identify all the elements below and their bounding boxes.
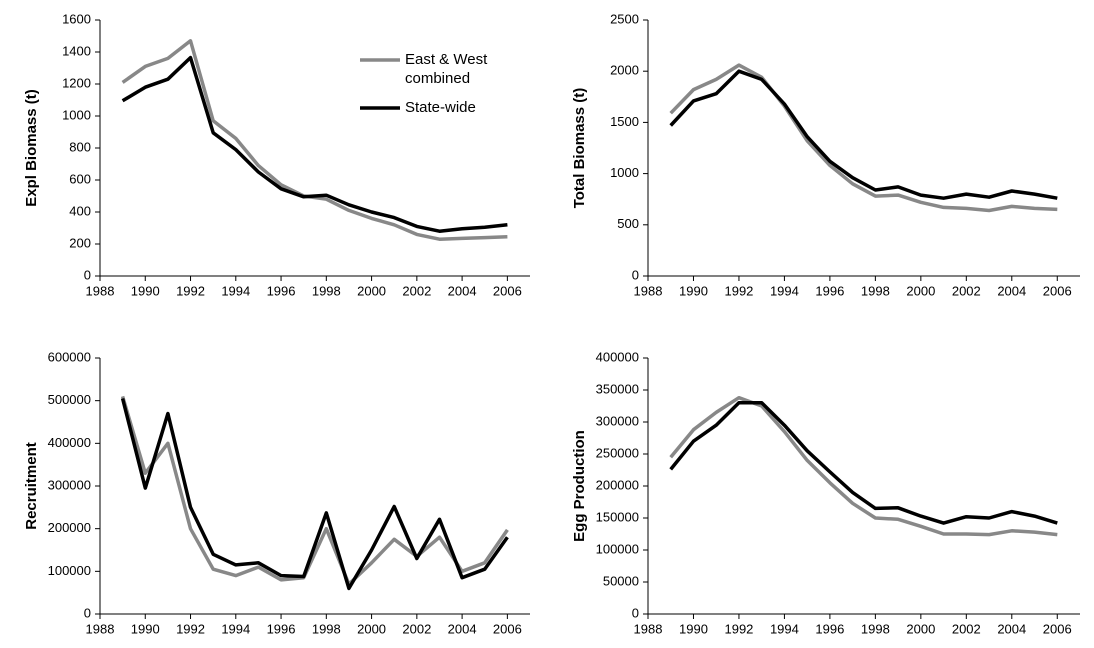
- y-tick-label: 1600: [62, 11, 91, 26]
- y-axis-label: Expl Biomass (t): [23, 89, 40, 207]
- y-tick-label: 0: [84, 267, 91, 282]
- y-tick-label: 600000: [48, 349, 91, 364]
- series-line: [669, 401, 1058, 525]
- y-tick-label: 400000: [596, 349, 639, 364]
- y-tick-label: 50000: [603, 573, 639, 588]
- y-tick-label: 1200: [62, 75, 91, 90]
- y-tick-label: 300000: [596, 413, 639, 428]
- x-tick-label: 1992: [176, 621, 205, 636]
- panel: 0 100000 200000 300000 400000 500000 600000 198…: [23, 349, 530, 636]
- x-tick-label: 1996: [815, 283, 844, 298]
- legend-label: State-wide: [405, 99, 476, 116]
- x-tick-label: 1990: [679, 283, 708, 298]
- x-tick-label: 1990: [679, 621, 708, 636]
- series-line: [120, 398, 509, 591]
- x-tick-label: 1992: [724, 621, 753, 636]
- legend-entry: State-wide: [405, 99, 476, 116]
- y-tick-label: 0: [84, 605, 91, 620]
- x-tick-label: 1998: [861, 621, 890, 636]
- y-tick-label: 250000: [596, 445, 639, 460]
- x-tick-label: 1994: [770, 621, 799, 636]
- y-tick-label: 350000: [596, 381, 639, 396]
- y-axis-label: Recruitment: [23, 442, 40, 530]
- y-axis-label: Egg Production: [571, 430, 588, 542]
- legend-entry: East & West combined: [405, 51, 488, 87]
- x-tick-label: 2002: [952, 283, 981, 298]
- y-tick-label: 1500: [610, 114, 639, 129]
- x-tick-label: 2004: [997, 283, 1026, 298]
- y-tick-label: 500: [617, 216, 639, 231]
- x-tick-label: 1988: [634, 621, 663, 636]
- x-tick-label: 2002: [402, 621, 431, 636]
- y-tick-label: 100000: [48, 563, 91, 578]
- y-tick-label: 0: [632, 267, 639, 282]
- x-tick-label: 2000: [357, 621, 386, 636]
- y-tick-label: 1000: [62, 107, 91, 122]
- x-tick-label: 2004: [448, 621, 477, 636]
- y-axis-label: Total Biomass (t): [571, 88, 588, 209]
- y-tick-label: 500000: [48, 392, 91, 407]
- x-tick-label: 2000: [906, 621, 935, 636]
- y-tick-label: 150000: [596, 509, 639, 524]
- y-tick-label: 2500: [610, 11, 639, 26]
- panel: 0 500 1000 1500 2000 2500 1988 1990 1992 1994 1996…: [571, 11, 1080, 298]
- x-tick-label: 1988: [86, 283, 115, 298]
- y-tick-label: 400: [69, 203, 91, 218]
- x-tick-label: 2004: [448, 283, 477, 298]
- x-tick-label: 1988: [634, 283, 663, 298]
- x-tick-label: 1988: [86, 621, 115, 636]
- x-tick-label: 1994: [221, 621, 250, 636]
- x-tick-label: 2004: [997, 621, 1026, 636]
- series-line: [121, 55, 508, 233]
- x-tick-label: 1996: [267, 283, 296, 298]
- series-line: [120, 395, 509, 586]
- y-tick-label: 300000: [48, 477, 91, 492]
- x-tick-label: 2002: [952, 621, 981, 636]
- panel: 0 200 400 600 800 1000 1200 1400 1600 1988 1990 199…: [23, 11, 530, 298]
- y-tick-label: 200000: [596, 477, 639, 492]
- x-tick-label: 2006: [493, 283, 522, 298]
- x-tick-label: 1992: [724, 283, 753, 298]
- x-tick-label: 2006: [1043, 283, 1072, 298]
- legend-label: East & West combined: [405, 51, 488, 87]
- x-tick-label: 2000: [357, 283, 386, 298]
- x-tick-label: 1996: [815, 621, 844, 636]
- x-tick-label: 1990: [131, 621, 160, 636]
- series-line: [669, 69, 1058, 200]
- panel: 0 50000 100000 150000 200000 250000 300000 3500…: [571, 349, 1080, 636]
- y-tick-label: 200000: [48, 520, 91, 535]
- x-tick-label: 1994: [221, 283, 250, 298]
- series-line: [669, 395, 1058, 537]
- y-tick-label: 400000: [48, 435, 91, 450]
- x-tick-label: 1998: [312, 621, 341, 636]
- x-tick-label: 1990: [131, 283, 160, 298]
- y-tick-label: 600: [69, 171, 91, 186]
- y-tick-label: 1000: [610, 165, 639, 180]
- x-tick-label: 1996: [267, 621, 296, 636]
- y-tick-label: 200: [69, 235, 91, 250]
- x-tick-label: 2006: [493, 621, 522, 636]
- x-tick-label: 2000: [906, 283, 935, 298]
- y-tick-label: 0: [632, 605, 639, 620]
- x-tick-label: 1998: [312, 283, 341, 298]
- y-tick-label: 800: [69, 139, 91, 154]
- y-tick-label: 1400: [62, 43, 91, 58]
- x-tick-label: 1998: [861, 283, 890, 298]
- x-tick-label: 2002: [402, 283, 431, 298]
- y-tick-label: 2000: [610, 63, 639, 78]
- x-tick-label: 1992: [176, 283, 205, 298]
- x-tick-label: 1994: [770, 283, 799, 298]
- y-tick-label: 100000: [596, 541, 639, 556]
- series-line: [669, 63, 1058, 213]
- x-tick-label: 2006: [1043, 621, 1072, 636]
